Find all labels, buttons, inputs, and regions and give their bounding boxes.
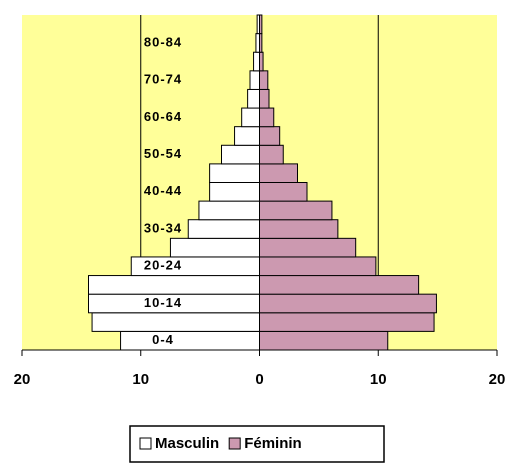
bar: [255, 33, 260, 53]
bar: [209, 182, 260, 202]
bar: [187, 219, 260, 239]
category-label: 40-44: [144, 183, 182, 198]
bar: [120, 330, 260, 351]
x-tick-label: 20: [14, 371, 31, 388]
category-label: 30-34: [144, 220, 182, 235]
bar: [259, 182, 308, 202]
category-label: 60-64: [144, 109, 182, 124]
bar: [241, 107, 260, 128]
bar: [259, 237, 357, 258]
category-label: 20-24: [144, 258, 182, 273]
bar: [259, 275, 420, 295]
legend-swatch: [139, 437, 152, 450]
bar: [234, 126, 260, 146]
bar: [259, 88, 270, 109]
bar: [88, 275, 260, 295]
legend-label: Masculin: [155, 435, 219, 452]
x-tick-label: 20: [489, 371, 506, 388]
bar: [259, 70, 269, 90]
bar: [259, 51, 264, 72]
x-tick-label: 10: [370, 371, 387, 388]
bar: [259, 163, 298, 183]
bar: [91, 312, 260, 332]
category-label: 10-14: [144, 295, 182, 310]
bar: [259, 126, 281, 146]
bar: [259, 312, 435, 332]
bar: [209, 163, 260, 183]
bar: [259, 200, 333, 221]
bar: [259, 293, 437, 314]
bar: [259, 144, 284, 165]
category-label: 80-84: [144, 34, 182, 49]
bar: [253, 51, 260, 72]
x-tick-label: 10: [132, 371, 149, 388]
category-label: 70-74: [144, 72, 182, 87]
legend-swatch: [228, 437, 241, 450]
bar: [247, 88, 260, 109]
x-tick-label: 0: [255, 371, 263, 388]
legend: [129, 425, 385, 463]
category-label: 50-54: [144, 146, 182, 161]
category-label: 0-4: [152, 332, 174, 347]
bar: [169, 237, 260, 258]
bar: [198, 200, 260, 221]
bar: [259, 107, 275, 128]
bar: [259, 330, 389, 351]
bar: [249, 70, 260, 90]
legend-label: Féminin: [244, 435, 302, 452]
bar: [259, 256, 377, 277]
bar: [259, 219, 339, 239]
bar: [221, 144, 260, 165]
